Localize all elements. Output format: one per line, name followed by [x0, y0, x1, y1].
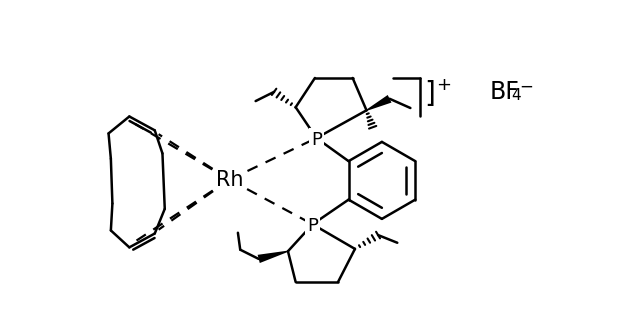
Text: ]: ] — [424, 80, 435, 108]
Text: P: P — [311, 131, 322, 149]
Text: −: − — [519, 77, 533, 95]
Text: 4: 4 — [511, 88, 521, 103]
Text: +: + — [436, 76, 451, 94]
Polygon shape — [258, 251, 288, 263]
Polygon shape — [366, 95, 392, 111]
Text: BF: BF — [490, 80, 520, 104]
Text: Rh: Rh — [216, 170, 243, 190]
Text: P: P — [307, 217, 318, 235]
